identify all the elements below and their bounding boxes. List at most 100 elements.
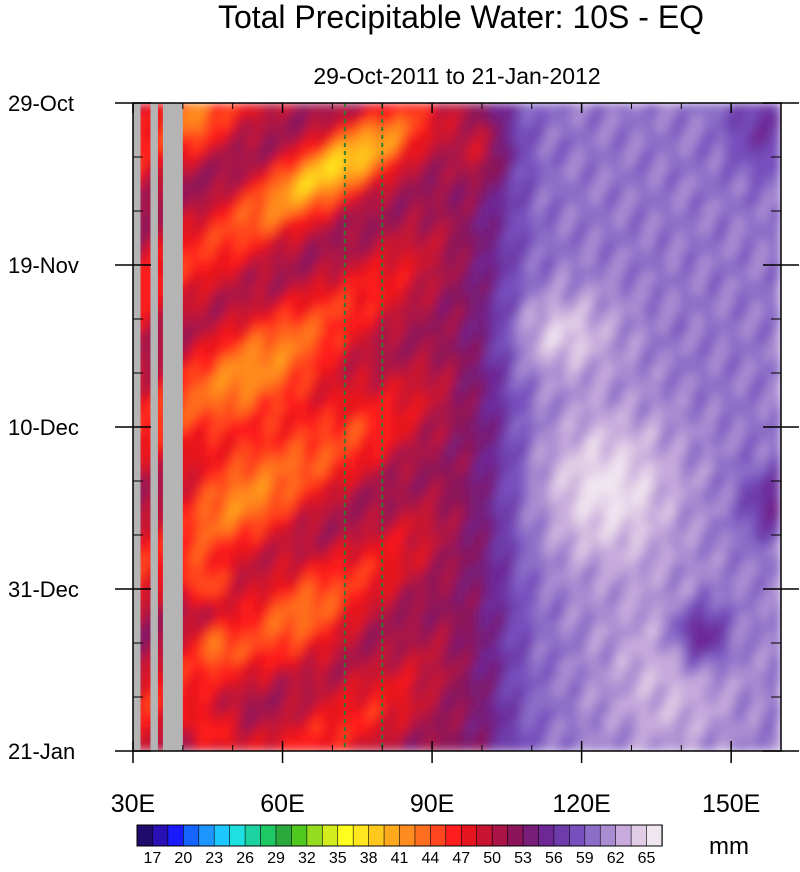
field-cell (565, 259, 572, 266)
field-cell (535, 325, 542, 332)
field-cell (427, 127, 434, 134)
field-cell (265, 229, 272, 236)
field-cell (751, 295, 758, 302)
field-cell (631, 205, 638, 212)
field-cell (403, 193, 410, 200)
field-cell (397, 283, 404, 290)
field-cell (637, 223, 644, 230)
field-cell (679, 361, 686, 368)
field-cell (565, 169, 572, 176)
field-cell (775, 145, 781, 152)
field-cell (679, 253, 686, 260)
field-cell (499, 199, 506, 206)
field-cell (217, 331, 224, 338)
field-cell (619, 289, 626, 296)
field-cell (145, 313, 152, 320)
field-cell (211, 127, 218, 134)
field-cell (421, 253, 428, 260)
field-cell (523, 199, 530, 206)
field-cell (433, 181, 440, 188)
field-cell (691, 115, 698, 122)
field-cell (199, 319, 206, 326)
field-cell (685, 211, 692, 218)
field-cell (373, 283, 380, 290)
field-cell (241, 367, 248, 374)
field-cell (649, 223, 656, 230)
field-cell (613, 151, 620, 158)
field-cell (373, 169, 380, 176)
field-cell (205, 289, 212, 296)
field-cell (619, 115, 626, 122)
field-cell (475, 295, 482, 302)
field-cell (769, 175, 776, 182)
field-cell (625, 115, 632, 122)
field-cell (619, 247, 626, 254)
field-cell (607, 193, 614, 200)
field-cell (427, 319, 434, 326)
field-cell (181, 283, 188, 290)
field-cell (469, 301, 476, 308)
field-cell (511, 361, 518, 368)
field-cell (355, 199, 362, 206)
field-cell (265, 139, 272, 146)
field-cell (409, 307, 416, 314)
field-cell (289, 103, 296, 110)
field-cell (391, 127, 398, 134)
field-cell (253, 307, 260, 314)
field-cell (199, 253, 206, 260)
field-cell (469, 253, 476, 260)
field-cell (373, 313, 380, 320)
field-cell (277, 121, 284, 128)
field-cell (535, 235, 542, 242)
field-cell (721, 271, 728, 278)
field-cell (673, 157, 680, 164)
field-cell (691, 109, 698, 116)
field-cell (235, 355, 242, 362)
field-cell (601, 367, 608, 374)
field-cell (541, 151, 548, 158)
field-cell (217, 241, 224, 248)
field-cell (493, 163, 500, 170)
field-cell (415, 235, 422, 242)
field-cell (625, 163, 632, 170)
field-cell (433, 235, 440, 242)
field-cell (643, 181, 650, 188)
field-cell (391, 223, 398, 230)
field-cell (307, 289, 314, 296)
field-cell (307, 199, 314, 206)
field-cell (715, 103, 722, 110)
field-cell (697, 181, 704, 188)
field-cell (481, 205, 488, 212)
field-cell (679, 283, 686, 290)
field-cell (421, 115, 428, 122)
field-cell (469, 241, 476, 248)
field-cell (553, 163, 560, 170)
field-cell (265, 175, 272, 182)
field-cell (691, 241, 698, 248)
field-cell (265, 103, 272, 110)
field-cell (577, 355, 584, 362)
field-cell (229, 187, 236, 194)
field-cell (307, 325, 314, 332)
field-cell (139, 229, 146, 236)
field-cell (523, 295, 530, 302)
field-cell (541, 295, 548, 302)
field-cell (643, 343, 650, 350)
field-cell (379, 115, 386, 122)
field-cell (289, 175, 296, 182)
field-cell (331, 313, 338, 320)
field-cell (385, 325, 392, 332)
field-cell (373, 205, 380, 212)
field-cell (655, 199, 662, 206)
field-cell (187, 205, 194, 212)
field-cell (577, 151, 584, 158)
field-cell (661, 223, 668, 230)
field-cell (487, 121, 494, 128)
field-cell (343, 337, 350, 344)
field-cell (499, 223, 506, 230)
field-cell (595, 355, 602, 362)
field-cell (283, 247, 290, 254)
field-cell (187, 295, 194, 302)
field-cell (301, 367, 308, 374)
field-cell (427, 133, 434, 140)
